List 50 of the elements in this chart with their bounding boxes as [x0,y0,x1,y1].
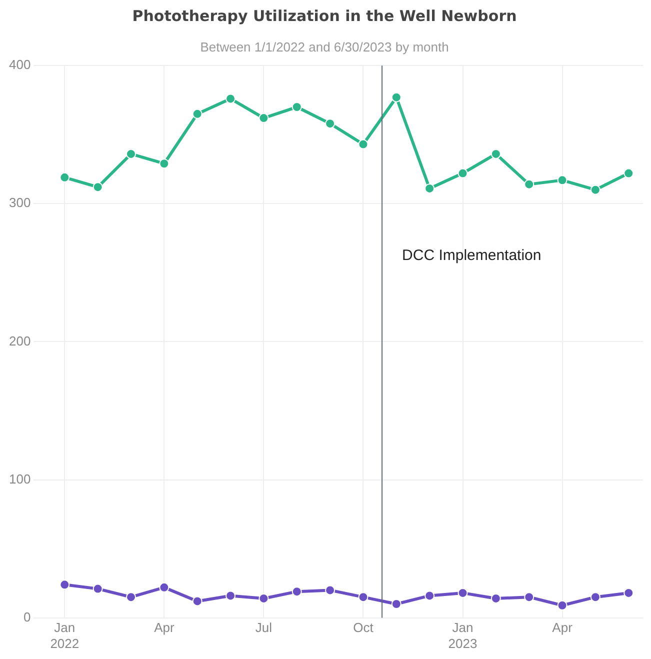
point [624,588,634,598]
point [391,598,402,609]
point [292,586,302,597]
point [358,592,368,602]
point [590,592,600,602]
point [159,582,170,592]
point [590,184,600,195]
chart-subtitle: Between 1/1/2022 and 6/30/2023 by month [200,39,449,54]
x-tick-label: Apr [154,620,175,636]
chart-title: Phototherapy Utilization in the Well Newborn [132,6,517,25]
point [258,593,269,604]
point [490,593,501,604]
point [325,118,336,129]
point [424,183,435,194]
x-tick-label: Jul [255,620,272,636]
point [458,168,468,178]
point [524,179,534,190]
point [292,102,302,112]
point [557,600,568,610]
x-tick-label: Oct [353,620,374,636]
point [60,580,70,590]
point [226,590,236,601]
point [126,148,136,159]
ref-line-label: DCC Implementation [402,247,542,264]
point [458,588,468,598]
point [391,92,402,102]
y-tick-label: 100 [8,471,31,486]
point [490,148,501,159]
x-tick-label: Jan 2022 [50,620,80,651]
point [126,592,136,602]
point [524,592,534,602]
point [192,108,202,119]
x-tick-label: Apr [552,620,574,636]
point [624,168,634,178]
point [258,113,269,124]
point [192,596,202,606]
point [325,585,336,596]
point [424,590,435,601]
y-tick-label: 200 [8,333,31,348]
y-tick-label: 400 [8,57,31,72]
point [226,94,236,104]
point [557,175,568,186]
x-tick-label: Jan 2023 [448,620,478,651]
point [60,172,70,182]
point [92,584,103,594]
point [159,158,170,169]
y-tick-label: 0 [23,609,31,624]
point [92,182,103,192]
point [358,139,368,150]
y-tick-label: 300 [8,195,31,210]
